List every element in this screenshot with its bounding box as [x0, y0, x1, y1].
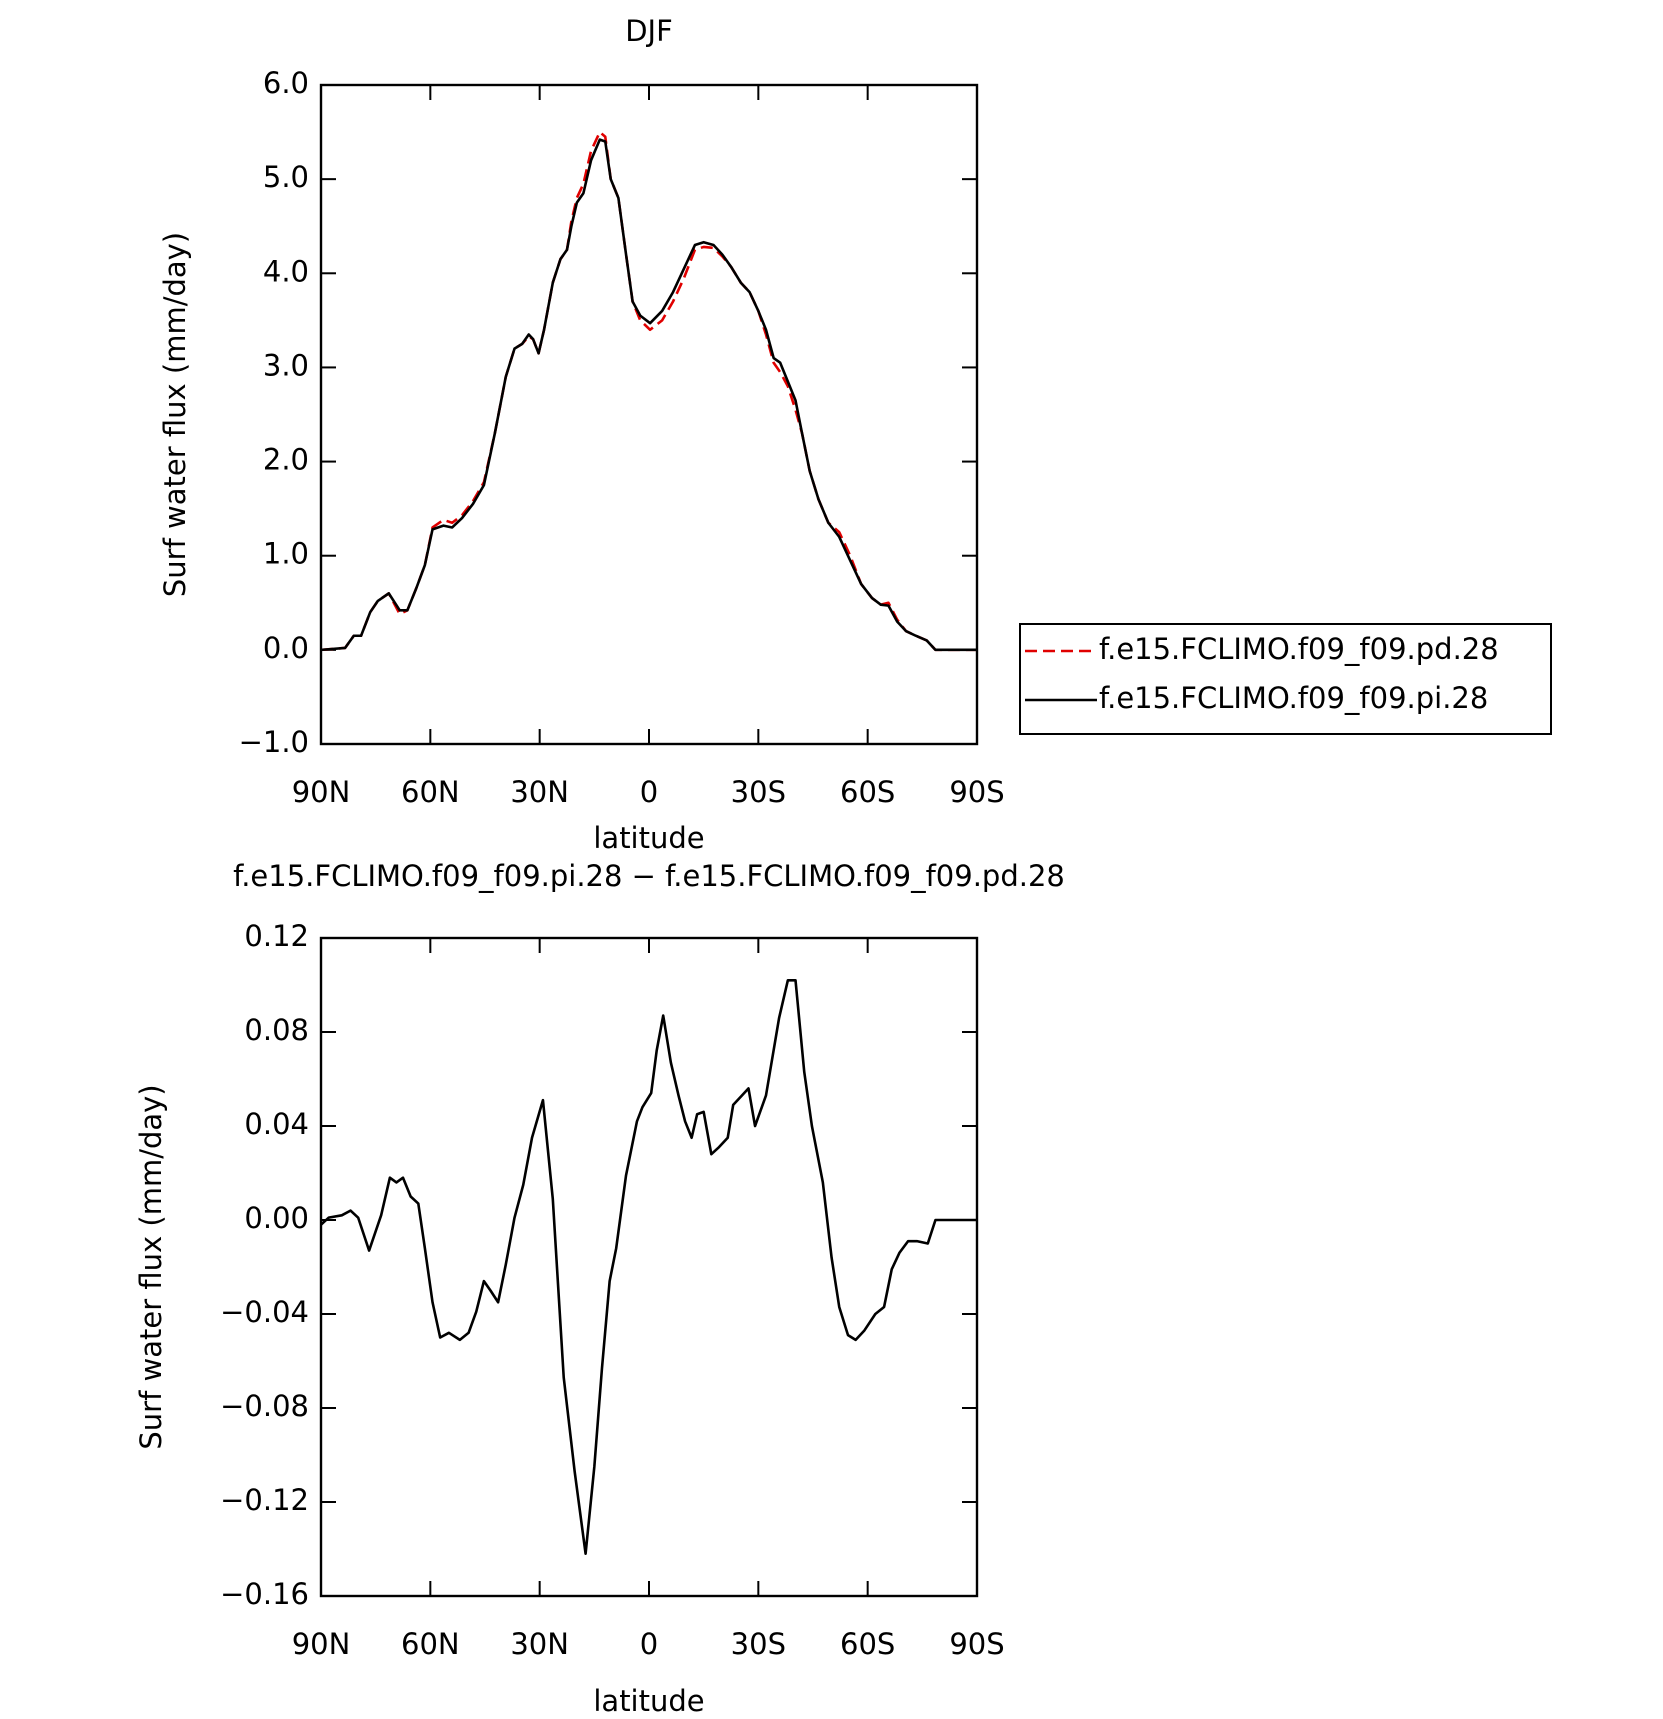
x-tick-label: 0 — [640, 775, 658, 809]
y-tick-label: 4.0 — [263, 254, 309, 288]
plot-frame — [319, 83, 979, 746]
x-tick-label: 90N — [292, 775, 351, 809]
y-tick-label: −0.04 — [220, 1295, 309, 1329]
x-tick-label: 30N — [510, 1627, 569, 1661]
x-tick-label: 90S — [949, 775, 1004, 809]
y-tick-label: −0.16 — [220, 1577, 309, 1611]
y-tick-label: 0.00 — [244, 1201, 309, 1235]
y-tick-label: 3.0 — [263, 348, 309, 382]
x-tick-label: 60S — [840, 775, 895, 809]
y-axis-label: Surf water flux (mm/day) — [158, 232, 192, 597]
chart-title: DJF — [625, 14, 673, 48]
chart-title: f.e15.FCLIMO.f09_f09.pi.28 − f.e15.FCLIM… — [233, 859, 1065, 893]
plot-frame — [319, 936, 979, 1598]
y-tick-label: 2.0 — [263, 443, 309, 477]
x-tick-label: 0 — [640, 1627, 658, 1661]
y-tick-label: 0.12 — [244, 919, 309, 953]
y-tick-label: −0.08 — [220, 1389, 309, 1423]
x-tick-label: 60N — [401, 1627, 460, 1661]
legend-box — [1019, 623, 1552, 735]
y-axis-label: Surf water flux (mm/day) — [134, 1084, 168, 1449]
y-tick-label: −0.12 — [220, 1483, 309, 1517]
y-tick-label: 0.04 — [244, 1107, 309, 1141]
x-axis-label: latitude — [593, 1684, 704, 1718]
legend-label: f.e15.FCLIMO.f09_f09.pi.28 — [1099, 681, 1488, 715]
x-tick-label: 60S — [840, 1627, 895, 1661]
legend-label: f.e15.FCLIMO.f09_f09.pd.28 — [1099, 632, 1499, 666]
y-tick-label: 0.08 — [244, 1013, 309, 1047]
y-tick-label: 0.0 — [263, 631, 309, 665]
y-tick-label: 1.0 — [263, 537, 309, 571]
x-tick-label: 30S — [731, 775, 786, 809]
y-tick-label: 5.0 — [263, 160, 309, 194]
data-line — [320, 130, 977, 652]
x-tick-label: 90N — [292, 1627, 351, 1661]
data-line — [320, 979, 977, 1555]
x-tick-label: 30N — [510, 775, 569, 809]
x-tick-label: 60N — [401, 775, 460, 809]
data-line — [320, 138, 977, 652]
x-tick-label: 30S — [731, 1627, 786, 1661]
y-tick-label: 6.0 — [263, 66, 309, 100]
y-tick-label: −1.0 — [239, 725, 309, 759]
x-tick-label: 90S — [949, 1627, 1004, 1661]
x-axis-label: latitude — [593, 821, 704, 855]
